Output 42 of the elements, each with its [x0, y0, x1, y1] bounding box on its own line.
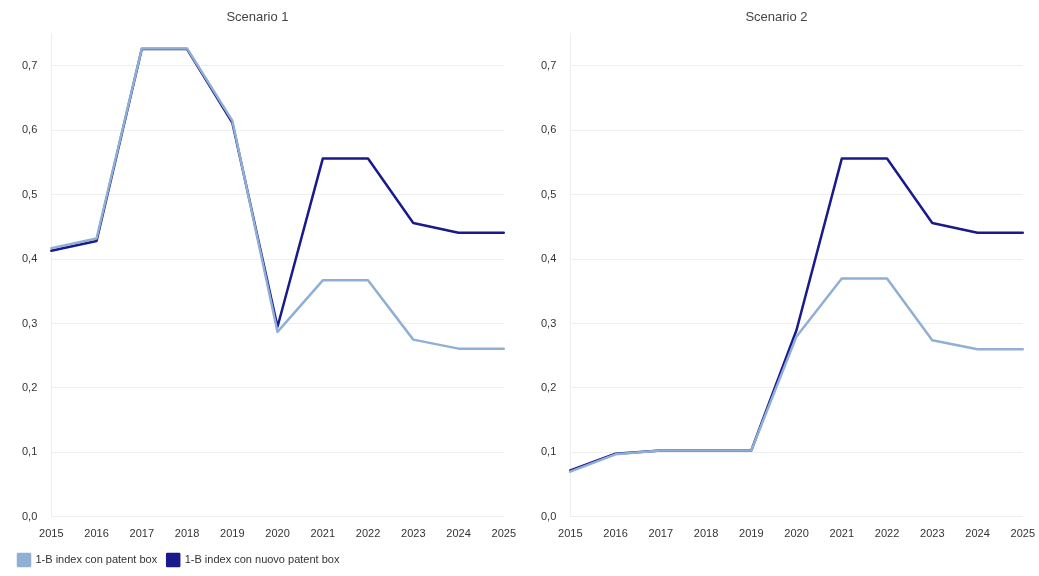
x-tick-label: 2018 — [693, 527, 719, 540]
x-tick-label: 2025 — [491, 527, 517, 540]
x-tick-label: 2023 — [920, 527, 945, 540]
x-tick-label: 2020 — [265, 527, 290, 540]
x-tick-label: 2022 — [874, 527, 900, 540]
y-tick-label: 0,7 — [21, 58, 38, 71]
y-tick-label: 0,6 — [21, 123, 38, 136]
x-tick-label: 2017 — [648, 527, 674, 540]
x-tick-label: 2022 — [355, 527, 381, 540]
legend-label: 1-B index con patent box — [35, 553, 158, 566]
y-tick-label: 0,0 — [540, 509, 557, 522]
y-tick-label: 0,2 — [540, 380, 557, 393]
x-tick-label: 2018 — [174, 527, 200, 540]
x-tick-label: 2017 — [129, 527, 155, 540]
y-tick-label: 0,3 — [21, 316, 38, 329]
y-tick-label: 0,1 — [540, 445, 557, 458]
x-tick-label: 2025 — [1010, 527, 1036, 540]
x-tick-label: 2016 — [84, 527, 109, 540]
x-tick-label: 2024 — [965, 527, 990, 540]
y-tick-label: 0,5 — [540, 187, 557, 200]
x-tick-label: 2016 — [603, 527, 628, 540]
chart-title: Scenario 2 — [745, 9, 808, 25]
y-tick-label: 0,3 — [540, 316, 557, 329]
y-tick-label: 0,0 — [21, 509, 38, 522]
y-tick-label: 0,4 — [540, 252, 557, 265]
y-tick-label: 0,4 — [21, 252, 38, 265]
x-tick-label: 2015 — [39, 527, 64, 540]
legend-label: 1-B index con nuovo patent box — [184, 553, 340, 566]
x-tick-label: 2024 — [446, 527, 471, 540]
x-tick-label: 2019 — [739, 527, 764, 540]
y-tick-label: 0,6 — [540, 123, 557, 136]
y-tick-label: 0,1 — [21, 445, 38, 458]
y-tick-label: 0,2 — [21, 380, 38, 393]
x-tick-label: 2020 — [784, 527, 809, 540]
x-tick-label: 2019 — [220, 527, 245, 540]
x-tick-label: 2023 — [401, 527, 426, 540]
x-tick-label: 2021 — [310, 527, 336, 540]
x-tick-label: 2015 — [558, 527, 583, 540]
chart-title: Scenario 1 — [226, 9, 289, 25]
y-tick-label: 0,7 — [540, 58, 557, 71]
x-tick-label: 2021 — [829, 527, 855, 540]
y-tick-label: 0,5 — [21, 187, 38, 200]
